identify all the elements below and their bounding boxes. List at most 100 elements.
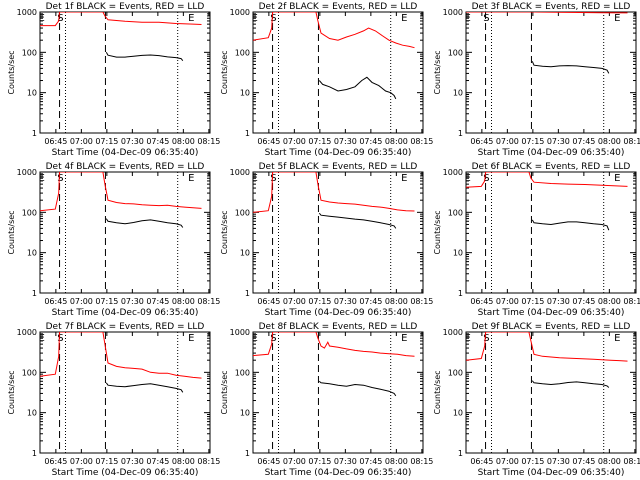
lld-series-line — [466, 172, 628, 188]
x-axis-label: Start Time (04-Dec-09 06:35:40) — [478, 148, 625, 158]
x-tick-label: 07:45 — [359, 137, 382, 146]
x-tick-label: 08:00 — [172, 297, 195, 306]
x-axis-label: Start Time (04-Dec-09 06:35:40) — [52, 308, 199, 318]
x-tick-label: 07:15 — [521, 297, 544, 306]
x-tick-label: 07:15 — [308, 297, 331, 306]
y-tick-label: 100 — [448, 208, 463, 217]
event-marker-label: S — [483, 333, 489, 344]
x-tick-label: 07:45 — [359, 297, 382, 306]
y-tick-label: 1 — [458, 289, 463, 298]
x-tick-label: 06:45 — [257, 297, 280, 306]
y-tick-label: 10 — [27, 409, 37, 418]
event-marker-label: S — [483, 13, 489, 24]
plot-frame — [39, 171, 211, 294]
x-tick-label: 07:30 — [334, 137, 357, 146]
x-tick-label: 07:00 — [70, 457, 93, 466]
y-axis-label: Counts/sec — [220, 50, 229, 94]
event-marker-label: S — [270, 333, 276, 344]
x-tick-label: 08:00 — [385, 457, 408, 466]
x-axis-label: Start Time (04-Dec-09 06:35:40) — [265, 468, 412, 478]
y-tick-label: 1 — [245, 129, 250, 138]
x-tick-label: 07:45 — [146, 137, 169, 146]
x-tick-label: 08:15 — [410, 457, 433, 466]
x-tick-label: 08:00 — [598, 137, 621, 146]
plot-frame — [252, 11, 424, 134]
event-marker-label: E — [401, 13, 407, 24]
x-tick-label: 08:15 — [623, 297, 640, 306]
lld-series-line — [40, 12, 202, 27]
y-axis-label: Counts/sec — [7, 50, 16, 94]
plot-frame — [39, 331, 211, 454]
event-marker-label: E — [401, 173, 407, 184]
x-tick-label: 08:00 — [598, 297, 621, 306]
x-tick-label: 08:15 — [197, 457, 220, 466]
events-series-line — [318, 212, 397, 229]
y-tick-label: 1000 — [230, 328, 250, 337]
events-series-line — [105, 218, 184, 228]
x-tick-label: 08:00 — [385, 137, 408, 146]
x-tick-label: 08:00 — [598, 457, 621, 466]
events-series-line — [531, 61, 610, 74]
y-tick-label: 10 — [240, 89, 250, 98]
x-tick-label: 07:30 — [121, 297, 144, 306]
x-tick-label: 07:30 — [334, 457, 357, 466]
y-axis-label: Counts/sec — [220, 370, 229, 414]
plot-frame — [252, 171, 424, 294]
y-tick-label: 1 — [458, 449, 463, 458]
x-tick-label: 06:45 — [257, 137, 280, 146]
x-tick-label: 08:00 — [385, 297, 408, 306]
x-tick-label: 07:15 — [521, 457, 544, 466]
y-axis-label: Counts/sec — [433, 50, 442, 94]
y-tick-label: 1 — [32, 129, 37, 138]
x-tick-label: 08:15 — [623, 137, 640, 146]
y-tick-label: 10 — [240, 409, 250, 418]
x-axis-label: Start Time (04-Dec-09 06:35:40) — [52, 148, 199, 158]
x-tick-label: 07:00 — [283, 297, 306, 306]
x-tick-label: 07:15 — [521, 137, 544, 146]
x-tick-label: 08:15 — [623, 457, 640, 466]
panel-title: Det 3f BLACK = Events, RED = LLD — [472, 2, 631, 12]
x-tick-label: 07:30 — [121, 457, 144, 466]
event-marker-label: S — [57, 333, 63, 344]
y-tick-label: 1000 — [230, 8, 250, 17]
events-series-line — [318, 380, 397, 397]
lld-series-line — [40, 332, 202, 379]
y-axis-label: Counts/sec — [7, 210, 16, 254]
x-tick-label: 07:00 — [283, 137, 306, 146]
plot-frame — [252, 331, 424, 454]
event-marker-label: E — [614, 173, 620, 184]
x-axis-label: Start Time (04-Dec-09 06:35:40) — [478, 308, 625, 318]
x-axis-label: Start Time (04-Dec-09 06:35:40) — [478, 468, 625, 478]
x-tick-label: 07:45 — [146, 457, 169, 466]
y-axis-label: Counts/sec — [220, 210, 229, 254]
y-tick-label: 1000 — [230, 168, 250, 177]
events-series-line — [531, 380, 610, 388]
x-axis-label: Start Time (04-Dec-09 06:35:40) — [265, 308, 412, 318]
x-tick-label: 07:45 — [146, 297, 169, 306]
event-marker-label: E — [188, 333, 194, 344]
x-tick-label: 07:00 — [496, 297, 519, 306]
x-tick-label: 08:15 — [410, 297, 433, 306]
y-axis-label: Counts/sec — [433, 370, 442, 414]
y-tick-label: 1 — [32, 289, 37, 298]
x-tick-label: 07:30 — [121, 137, 144, 146]
y-tick-label: 10 — [453, 409, 463, 418]
panel-title: Det 5f BLACK = Events, RED = LLD — [259, 162, 418, 172]
y-tick-label: 10 — [453, 89, 463, 98]
y-tick-label: 1 — [245, 449, 250, 458]
y-tick-label: 100 — [235, 48, 250, 57]
y-axis-label: Counts/sec — [433, 210, 442, 254]
event-marker-label: S — [483, 173, 489, 184]
y-tick-label: 100 — [22, 208, 37, 217]
x-tick-label: 08:00 — [172, 137, 195, 146]
panel-title: Det 8f BLACK = Events, RED = LLD — [259, 322, 418, 332]
x-tick-label: 07:00 — [496, 137, 519, 146]
y-tick-label: 10 — [240, 249, 250, 258]
y-tick-label: 1 — [458, 129, 463, 138]
panel-title: Det 6f BLACK = Events, RED = LLD — [472, 162, 631, 172]
y-tick-label: 1000 — [17, 8, 37, 17]
